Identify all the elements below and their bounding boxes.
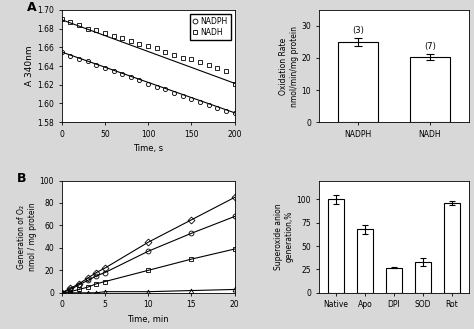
- Text: (3): (3): [352, 26, 364, 35]
- Bar: [444, 203, 460, 293]
- Text: B: B: [17, 171, 26, 185]
- Bar: [338, 42, 378, 122]
- X-axis label: Time, min: Time, min: [128, 315, 169, 324]
- Bar: [415, 262, 431, 293]
- Text: A: A: [27, 1, 36, 14]
- Legend: NADPH, NADH: NADPH, NADH: [190, 14, 231, 40]
- Y-axis label: A 340nm: A 340nm: [25, 46, 34, 86]
- X-axis label: Time, s: Time, s: [133, 144, 163, 153]
- Y-axis label: Superoxide anion
generation,%: Superoxide anion generation,%: [274, 203, 294, 270]
- Y-axis label: Generation of O₂
nmol / mg protein: Generation of O₂ nmol / mg protein: [18, 202, 36, 271]
- Text: (7): (7): [424, 41, 436, 51]
- Y-axis label: Oxidation Rate
nmol/min/mg protein: Oxidation Rate nmol/min/mg protein: [279, 26, 299, 107]
- Bar: [386, 267, 402, 293]
- Bar: [328, 199, 344, 293]
- Bar: [357, 229, 373, 293]
- Bar: [410, 57, 449, 122]
